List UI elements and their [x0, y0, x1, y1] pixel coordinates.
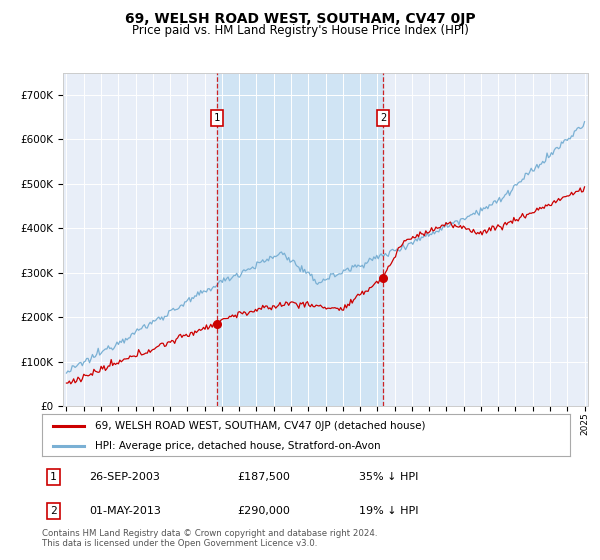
Text: 01-MAY-2013: 01-MAY-2013 [89, 506, 161, 516]
Text: HPI: Average price, detached house, Stratford-on-Avon: HPI: Average price, detached house, Stra… [95, 441, 380, 451]
Text: 35% ↓ HPI: 35% ↓ HPI [359, 472, 418, 482]
Text: Price paid vs. HM Land Registry's House Price Index (HPI): Price paid vs. HM Land Registry's House … [131, 24, 469, 36]
Text: 2: 2 [50, 506, 56, 516]
Text: £290,000: £290,000 [238, 506, 290, 516]
Text: 1: 1 [214, 113, 220, 123]
Bar [217, 73, 383, 406]
Text: 26-SEP-2003: 26-SEP-2003 [89, 472, 160, 482]
Text: 1: 1 [50, 472, 56, 482]
Text: 19% ↓ HPI: 19% ↓ HPI [359, 506, 418, 516]
Text: £187,500: £187,500 [238, 472, 290, 482]
Text: Contains HM Land Registry data © Crown copyright and database right 2024.
This d: Contains HM Land Registry data © Crown c… [42, 529, 377, 548]
Text: 2: 2 [380, 113, 386, 123]
Text: 69, WELSH ROAD WEST, SOUTHAM, CV47 0JP: 69, WELSH ROAD WEST, SOUTHAM, CV47 0JP [125, 12, 475, 26]
Text: 69, WELSH ROAD WEST, SOUTHAM, CV47 0JP (detached house): 69, WELSH ROAD WEST, SOUTHAM, CV47 0JP (… [95, 421, 425, 431]
